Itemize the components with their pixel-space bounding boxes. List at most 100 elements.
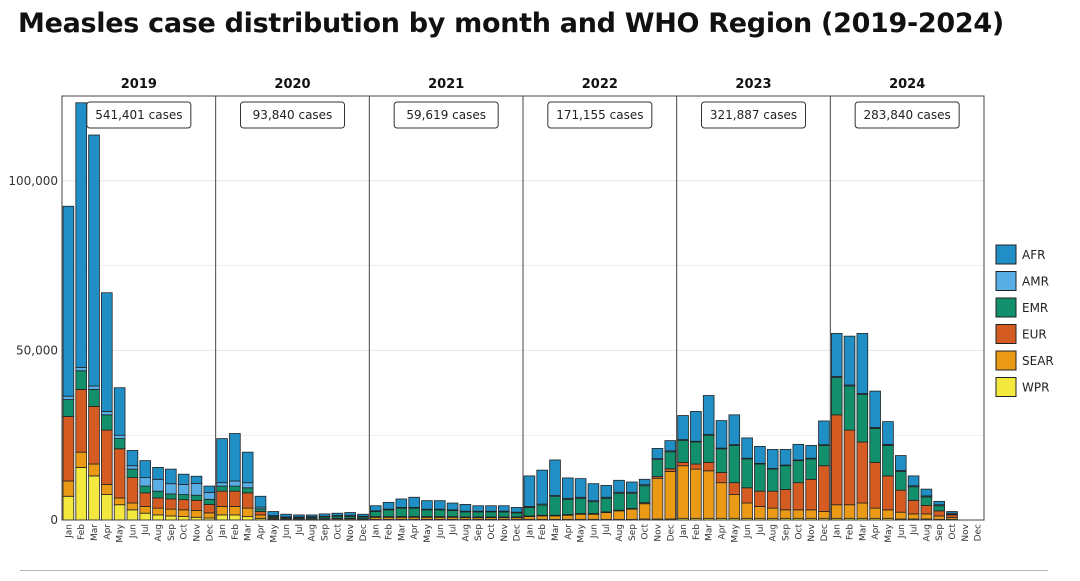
x-tick-label: Apr — [564, 524, 574, 540]
bar-2023-mar-afr — [702, 395, 715, 435]
bar-2020-feb-amr — [229, 480, 241, 487]
x-tick-label: May — [116, 523, 126, 542]
x-tick-label: Mar — [858, 524, 868, 541]
bar-2024-sep-eur — [933, 510, 945, 517]
x-tick-label: Jun — [436, 524, 446, 539]
bar-2021-jun-afr — [433, 500, 446, 510]
x-tick-label: Dec — [359, 524, 369, 541]
bar-2023-aug-emr — [766, 468, 779, 492]
panel-year-label: 2024 — [889, 77, 925, 92]
bar-2024-jul-eur — [907, 499, 920, 515]
bar-2020-dec-afr — [357, 513, 369, 517]
x-tick-label: May — [423, 523, 433, 542]
bar-2024-oct-afr — [946, 511, 958, 514]
legend-label-eur: EUR — [1022, 328, 1047, 342]
x-tick-label: Jan — [833, 524, 843, 539]
bar-2019-may-afr — [113, 387, 126, 436]
total-cases-box — [240, 101, 345, 129]
bottom-divider — [20, 570, 1048, 571]
x-tick-label: Dec — [205, 524, 215, 541]
bar-2021-sep-afr — [472, 505, 484, 512]
bar-2022-jun-afr — [587, 483, 600, 502]
legend-label-afr: AFR — [1022, 248, 1045, 262]
bar-2020-nov-afr — [344, 512, 356, 516]
x-tick-label: May — [884, 523, 894, 542]
bar-2020-jun-afr — [280, 513, 292, 518]
bar-2019-nov-sear — [190, 510, 203, 518]
bar-2019-mar-emr — [88, 389, 100, 407]
bar-2019-aug-eur — [152, 497, 164, 509]
bar-2021-jan-emr — [369, 511, 382, 518]
x-tick-label: Sep — [167, 524, 177, 541]
bar-2019-jun-sear — [126, 502, 139, 511]
bar-2022-apr-sear — [562, 514, 574, 520]
bar-2022-oct-sear — [638, 503, 651, 520]
bar-2024-may-sear — [882, 509, 894, 519]
bar-2019-dec-amr — [203, 492, 216, 500]
x-tick-label: Apr — [410, 524, 420, 540]
bar-2019-jan-sear — [62, 480, 75, 497]
bar-2023-nov-emr — [805, 458, 817, 480]
x-tick-label: May — [269, 523, 279, 542]
x-tick-label: Mar — [551, 524, 561, 541]
bar-2019-oct-amr — [177, 483, 190, 495]
panel-year-label: 2019 — [121, 77, 157, 92]
bar-2019-aug-amr — [152, 478, 164, 492]
bar-2022-oct-emr — [638, 485, 651, 504]
bar-2024-feb-sear — [843, 504, 856, 519]
bar-2021-jan-afr — [369, 505, 382, 512]
x-tick-label: Oct — [641, 524, 651, 540]
total-cases-label: 541,401 cases — [95, 108, 182, 122]
bar-2019-mar-amr — [88, 385, 100, 390]
bar-2024-oct-eur — [946, 514, 958, 519]
bar-2019-jan-afr — [62, 205, 75, 397]
bar-2021-jun-emr — [433, 509, 446, 518]
bar-2024-sep-sear — [933, 515, 945, 520]
bar-2021-nov-emr — [498, 511, 510, 518]
bar-2021-aug-emr — [459, 511, 472, 518]
bar-2023-sep-afr — [779, 449, 792, 466]
x-tick-label: Nov — [653, 523, 663, 541]
total-cases-box — [393, 101, 499, 129]
bar-2019-jul-amr — [139, 477, 152, 487]
legend-label-amr: AMR — [1022, 275, 1049, 289]
bar-2019-dec-eur — [203, 503, 216, 514]
bar-2024-mar-eur — [856, 441, 869, 504]
x-tick-label: Aug — [922, 524, 932, 542]
bar-2022-may-emr — [574, 497, 587, 514]
bar-2023-jan-eur — [677, 461, 689, 467]
bar-2023-jun-eur — [741, 487, 753, 504]
x-tick-label: Jul — [602, 524, 612, 536]
bar-2022-nov-afr — [651, 448, 664, 460]
x-tick-label: Jun — [282, 524, 292, 539]
bar-2020-apr-emr — [254, 508, 267, 512]
bar-2024-jul-emr — [907, 486, 920, 501]
y-tick-label: 50,000 — [16, 343, 58, 357]
bar-2022-aug-emr — [613, 492, 625, 511]
bar-2024-jan-eur — [830, 414, 843, 506]
bar-2021-may-emr — [421, 509, 433, 518]
total-cases-box — [86, 101, 192, 129]
bar-2022-feb-emr — [536, 504, 548, 516]
bar-2024-sep-afr — [933, 500, 945, 506]
bar-2019-dec-afr — [203, 485, 216, 493]
legend-swatch-wpr — [995, 377, 1017, 397]
total-cases-label: 59,619 cases — [406, 108, 486, 122]
panel-year-label: 2020 — [274, 77, 310, 92]
x-tick-label: Sep — [321, 524, 331, 541]
x-tick-label: Jun — [897, 524, 907, 539]
bar-2019-feb-emr — [75, 370, 87, 390]
bar-2024-may-emr — [882, 444, 894, 477]
panel-year-label: 2022 — [582, 77, 618, 92]
x-tick-label: Jun — [589, 524, 599, 539]
bar-2024-may-afr — [882, 421, 894, 445]
bar-2023-mar-emr — [702, 434, 715, 463]
x-tick-label: Jan — [218, 524, 228, 539]
x-tick-label: Feb — [538, 524, 548, 540]
bar-2020-feb-eur — [229, 490, 241, 507]
bar-2022-sep-sear — [626, 508, 638, 520]
bar-2023-dec-emr — [818, 444, 830, 467]
bar-2024-mar-afr — [856, 333, 869, 394]
bar-2019-jul-eur — [139, 492, 152, 507]
bar-2023-jan-afr — [677, 415, 689, 441]
